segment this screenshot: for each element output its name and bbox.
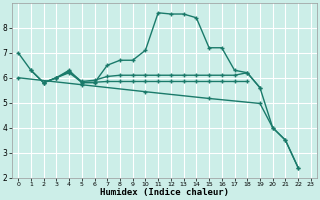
X-axis label: Humidex (Indice chaleur): Humidex (Indice chaleur) — [100, 188, 229, 197]
